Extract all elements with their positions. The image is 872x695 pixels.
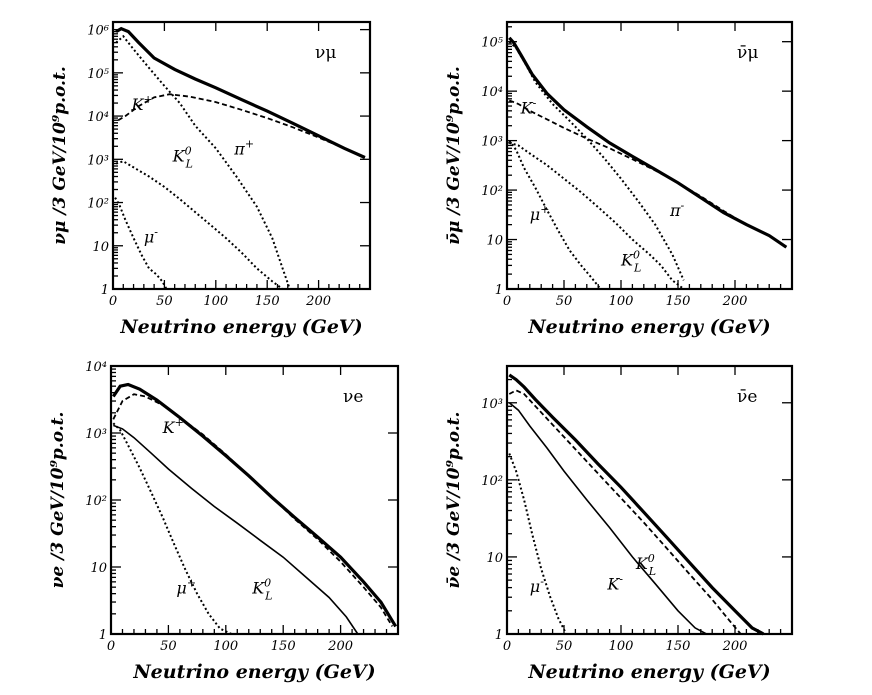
y-tick-label: 10³ (87, 153, 109, 168)
chart-panel-1: 0 50 100 150 200 1 10 10² 10³ 10⁴ 10⁵ 10⁶ Neutrino e… (50, 20, 372, 338)
y-tick-label: 1 (99, 628, 107, 643)
series-- (508, 453, 568, 635)
y-axis-title: νμ /3 GeV/10⁹p.o.t. (50, 66, 70, 244)
series-- (508, 140, 602, 290)
x-tick-label: 150 (666, 639, 691, 654)
curve-label: μ- (530, 575, 544, 596)
y-tick-label: 10⁵ (87, 67, 110, 82)
x-tick-label: 50 (160, 639, 177, 654)
y-tick-label: 10 (90, 561, 107, 576)
x-tick-label: 100 (609, 294, 634, 309)
x-tick-label: 200 (722, 639, 748, 654)
curve-label: K0 L (620, 248, 641, 274)
y-tick-label: 1 (495, 628, 503, 643)
x-axis-title: Neutrino energy (GeV) (527, 661, 770, 683)
series-kl0 (113, 424, 359, 635)
curve-label: K- (606, 572, 623, 593)
series-kl0 (115, 160, 284, 290)
x-tick-label: 200 (722, 294, 748, 309)
series-- (115, 34, 291, 290)
y-axis-title: ν̄e /3 GeV/10⁹p.o.t. (444, 412, 464, 589)
curve-label: K+ (131, 93, 153, 114)
series-k- (508, 389, 742, 635)
x-axis-title: Neutrino energy (GeV) (527, 316, 770, 338)
series-k- (117, 93, 366, 159)
y-tick-label: 10² (85, 494, 107, 509)
y-tick-label: 10² (87, 197, 109, 212)
series-- (112, 422, 232, 635)
y-tick-label: 10⁴ (85, 360, 107, 375)
x-tick-label: 0 (503, 639, 511, 654)
x-tick-label: 150 (255, 294, 280, 309)
y-tick-label: 10 (486, 234, 503, 249)
y-tick-label: 10 (486, 551, 503, 566)
curve-label: μ+ (176, 577, 196, 598)
x-tick-label: 0 (109, 294, 117, 309)
curve-label: K0 L (635, 552, 656, 578)
y-tick-label: 10⁶ (87, 24, 109, 39)
x-tick-label: 200 (327, 639, 353, 654)
series-total (508, 373, 765, 636)
y-tick-label: 10⁴ (87, 110, 109, 125)
y-tick-label: 10³ (481, 135, 503, 150)
curve-label: μ- (144, 225, 158, 246)
y-tick-label: 1 (495, 283, 503, 298)
x-tick-label: 50 (556, 294, 573, 309)
series-- (114, 197, 168, 290)
chart-panel-4: 0 50 100 150 200 1 10 10² 10³ Neutrino energy (Ge… (444, 364, 794, 683)
y-tick-label: 1 (101, 283, 109, 298)
y-tick-label: 10² (481, 474, 503, 489)
panel-flavour-label: ν̄μ (737, 43, 758, 63)
curve-label: π+ (233, 137, 254, 158)
y-axis-title: νe /3 GeV/10⁹p.o.t. (48, 412, 68, 589)
chart-panel-2: 0 50 100 150 200 1 10 10² 10³ 10⁴ 10⁵ Neutrino ener… (444, 20, 794, 338)
panel-flavour-label: νe (343, 387, 363, 407)
x-tick-label: 100 (203, 294, 228, 309)
y-tick-label: 10⁵ (481, 36, 504, 51)
chart-panel-3: 0 50 100 150 200 1 10 10² 10³ 10⁴ Neutrino energy … (48, 360, 400, 683)
y-tick-label: 10⁴ (481, 85, 503, 100)
x-axis-title: Neutrino energy (GeV) (119, 316, 362, 338)
y-tick-label: 10³ (481, 397, 503, 412)
series-k- (112, 393, 394, 627)
curve-label: K- (520, 97, 537, 118)
x-tick-label: 100 (213, 639, 238, 654)
plot-frame (111, 20, 372, 291)
x-tick-label: 50 (156, 294, 173, 309)
curve-label: π- (669, 199, 685, 220)
x-axis-title: Neutrino energy (GeV) (132, 661, 375, 683)
x-tick-label: 0 (503, 294, 511, 309)
series-- (508, 40, 685, 281)
curve-label: K0 L (172, 144, 193, 170)
y-tick-label: 10² (481, 184, 503, 199)
x-tick-label: 50 (556, 639, 573, 654)
y-tick-label: 10³ (85, 427, 107, 442)
x-tick-label: 200 (305, 294, 331, 309)
y-axis-title: ν̄μ /3 GeV/10⁹p.o.t. (444, 66, 464, 244)
x-tick-label: 100 (609, 639, 634, 654)
x-tick-label: 150 (271, 639, 296, 654)
y-tick-label: 10 (92, 240, 109, 255)
x-tick-label: 150 (666, 294, 691, 309)
series-kl0 (509, 141, 685, 290)
curve-label: μ+ (530, 203, 550, 224)
curve-label: K+ (162, 416, 184, 437)
panel-flavour-label: νμ (315, 43, 336, 63)
curve-label: K0 L (251, 577, 272, 603)
series-k- (508, 99, 787, 248)
x-tick-label: 0 (107, 639, 115, 654)
panel-flavour-label: ν̄e (737, 387, 757, 407)
plot-frame (505, 364, 794, 636)
series-kl0 (508, 402, 707, 635)
series-total (115, 26, 366, 159)
